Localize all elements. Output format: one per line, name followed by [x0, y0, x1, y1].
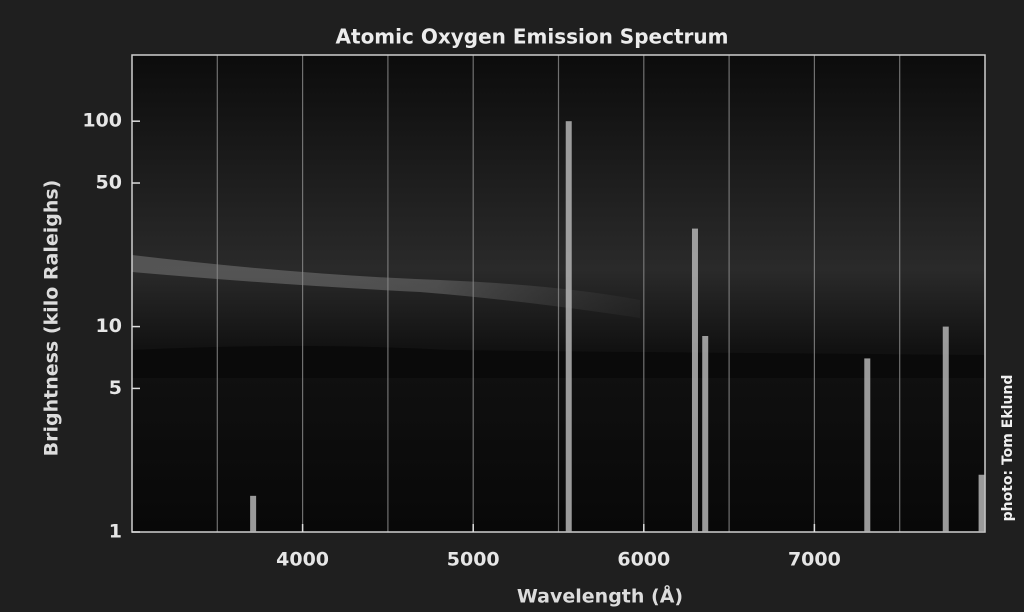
bar — [566, 121, 572, 532]
x-tick-label: 5000 — [447, 549, 500, 571]
y-tick-label: 100 — [82, 110, 122, 132]
x-tick-label: 7000 — [788, 549, 841, 571]
y-axis-label: Brightness (kilo Raleighs) — [41, 180, 63, 457]
y-tick-label: 50 — [96, 172, 122, 194]
chart-title: Atomic Oxygen Emission Spectrum — [336, 25, 729, 49]
bar — [250, 496, 256, 532]
bar — [692, 229, 698, 532]
photo-credit: photo: Tom Eklund — [1000, 375, 1016, 522]
bar — [702, 336, 708, 532]
y-tick-label: 1 — [109, 521, 122, 543]
chart: Atomic Oxygen Emission Spectrum Waveleng… — [0, 0, 1024, 612]
bar — [943, 327, 949, 532]
x-axis-label: Wavelength (Å) — [517, 584, 683, 608]
y-tick-label: 5 — [109, 377, 122, 399]
bar — [979, 475, 985, 532]
bar — [864, 358, 870, 532]
y-tick-label: 10 — [96, 315, 122, 337]
x-tick-label: 6000 — [617, 549, 670, 571]
x-tick-label: 4000 — [276, 549, 329, 571]
